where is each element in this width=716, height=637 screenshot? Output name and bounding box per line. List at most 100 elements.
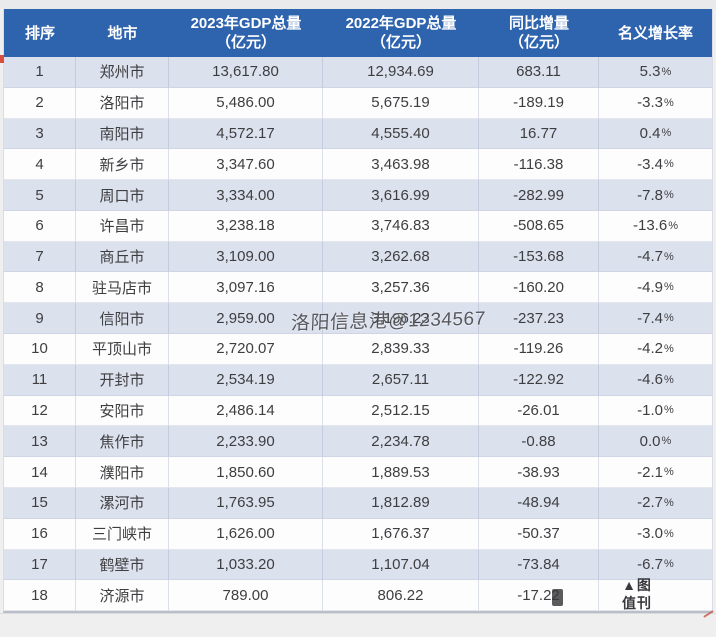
corner-watermark-stamp: ▲图 值刊 <box>622 576 652 612</box>
gdp-2022-cell: 5,675.19 <box>323 87 479 119</box>
rank-cell: 2 <box>4 87 76 119</box>
rank-cell: 3 <box>4 118 76 150</box>
rank-cell: 1 <box>4 57 76 88</box>
growth-rate-cell: 0.0% <box>599 426 712 458</box>
table-row: 6 许昌市 3,238.18 3,746.83 -508.65 -13.6% <box>4 210 712 242</box>
gdp-2022-cell: 1,889.53 <box>323 457 479 488</box>
rank-cell: 5 <box>4 180 76 211</box>
gdp-2022-cell: 3,257.36 <box>323 272 479 304</box>
header-gdp-2023: 2023年GDP总量 （亿元） <box>169 9 323 57</box>
growth-rate-cell <box>599 580 712 612</box>
top-margin-strip <box>0 0 716 9</box>
header-city: 地市 <box>76 9 169 57</box>
table-row: 17 鹤壁市 1,033.20 1,107.04 -73.84 -6.7% <box>4 549 712 581</box>
gdp-2022-cell: 1,812.89 <box>323 487 479 519</box>
yoy-delta-cell: -160.20 <box>479 272 599 304</box>
header-city-label: 地市 <box>107 24 138 42</box>
table-row: 9 信阳市 2,959.00 3,196.23 -237.23 -7.4% <box>4 303 712 335</box>
rank-cell: 9 <box>4 303 76 335</box>
site-watermark: 洛阳信息港@1234567 <box>290 308 487 335</box>
table-row: 12 安阳市 2,486.14 2,512.15 -26.01 -1.0% <box>4 395 712 427</box>
yoy-delta-cell: -508.65 <box>479 210 599 242</box>
city-cell: 许昌市 <box>76 210 169 242</box>
header-yoy-delta: 同比增量 （亿元） <box>479 9 599 57</box>
city-cell: 平顶山市 <box>76 334 169 365</box>
gdp-2023-cell: 1,850.60 <box>169 457 323 488</box>
yoy-delta-cell: -189.19 <box>479 87 599 119</box>
table-row: 5 周口市 3,334.00 3,616.99 -282.99 -7.8% <box>4 180 712 211</box>
growth-rate-cell: 5.3% <box>599 57 712 88</box>
table-row: 2 洛阳市 5,486.00 5,675.19 -189.19 -3.3% <box>4 87 712 119</box>
rank-cell: 6 <box>4 210 76 242</box>
rank-cell: 14 <box>4 457 76 488</box>
gdp-2022-cell: 2,657.11 <box>323 364 479 396</box>
gdp-2023-cell: 3,334.00 <box>169 180 323 211</box>
rank-cell: 18 <box>4 580 76 612</box>
header-gdp-2022: 2022年GDP总量 （亿元） <box>323 9 479 57</box>
gdp-2022-cell: 2,234.78 <box>323 426 479 458</box>
rank-cell: 17 <box>4 549 76 581</box>
gdp-2022-cell: 806.22 <box>323 580 479 612</box>
growth-rate-cell: -3.3% <box>599 88 712 119</box>
table-row: 16 三门峡市 1,626.00 1,676.37 -50.37 -3.0% <box>4 518 712 550</box>
gdp-2022-cell: 4,555.40 <box>323 118 479 150</box>
city-cell: 洛阳市 <box>76 87 169 119</box>
city-cell: 新乡市 <box>76 149 169 181</box>
table-row: 13 焦作市 2,233.90 2,234.78 -0.88 0.0% <box>4 426 712 458</box>
yoy-delta-cell: -153.68 <box>479 241 599 273</box>
gdp-2023-cell: 4,572.17 <box>169 118 323 150</box>
gdp-2023-cell: 1,626.00 <box>169 518 323 550</box>
growth-rate-cell: -4.2% <box>599 334 712 365</box>
gdp-2023-cell: 2,486.14 <box>169 395 323 427</box>
city-cell: 郑州市 <box>76 57 169 88</box>
yoy-delta-cell: 16.77 <box>479 118 599 150</box>
gdp-2023-cell: 3,097.16 <box>169 272 323 304</box>
city-cell: 信阳市 <box>76 303 169 335</box>
gdp-2023-cell: 789.00 <box>169 580 323 612</box>
gdp-2022-cell: 3,746.83 <box>323 210 479 242</box>
growth-rate-cell: -3.0% <box>599 519 712 550</box>
table-row: 4 新乡市 3,347.60 3,463.98 -116.38 -3.4% <box>4 149 712 181</box>
table-row: 10 平顶山市 2,720.07 2,839.33 -119.26 -4.2% <box>4 334 712 365</box>
yoy-delta-cell: -17.22 <box>479 580 599 612</box>
rank-cell: 11 <box>4 364 76 396</box>
growth-rate-cell: -7.4% <box>599 303 712 335</box>
growth-rate-cell: -2.1% <box>599 457 712 488</box>
growth-rate-cell: -1.0% <box>599 396 712 427</box>
gdp-2023-cell: 2,720.07 <box>169 334 323 365</box>
yoy-delta-cell: -237.23 <box>479 303 599 335</box>
yoy-delta-cell: -122.92 <box>479 364 599 396</box>
growth-rate-cell: -4.9% <box>599 272 712 304</box>
city-cell: 驻马店市 <box>76 272 169 304</box>
gdp-2023-cell: 5,486.00 <box>169 87 323 119</box>
gdp-2022-cell: 3,262.68 <box>323 241 479 273</box>
gdp-2023-cell: 13,617.80 <box>169 57 323 88</box>
table-row: 7 商丘市 3,109.00 3,262.68 -153.68 -4.7% <box>4 241 712 273</box>
city-cell: 开封市 <box>76 364 169 396</box>
yoy-delta-cell: -38.93 <box>479 457 599 488</box>
table-row: 3 南阳市 4,572.17 4,555.40 16.77 0.4% <box>4 118 712 150</box>
table-row: 14 濮阳市 1,850.60 1,889.53 -38.93 -2.1% <box>4 457 712 488</box>
table-row: 11 开封市 2,534.19 2,657.11 -122.92 -4.6% <box>4 364 712 396</box>
header-gdp-2023-unit: （亿元） <box>215 34 276 51</box>
gdp-2023-cell: 2,534.19 <box>169 364 323 396</box>
growth-rate-cell: -4.6% <box>599 365 712 396</box>
rank-cell: 10 <box>4 334 76 365</box>
city-cell: 南阳市 <box>76 118 169 150</box>
city-cell: 安阳市 <box>76 395 169 427</box>
header-yoy-delta-unit: （亿元） <box>508 34 569 51</box>
city-cell: 濮阳市 <box>76 457 169 488</box>
yoy-delta-cell: -119.26 <box>479 334 599 365</box>
header-nominal-growth: 名义增长率 <box>599 9 712 57</box>
table-row: 8 驻马店市 3,097.16 3,257.36 -160.20 -4.9% <box>4 272 712 304</box>
yoy-delta-cell: -26.01 <box>479 395 599 427</box>
header-gdp-2022-unit: （亿元） <box>370 34 431 51</box>
yoy-delta-cell: -116.38 <box>479 149 599 181</box>
rank-cell: 8 <box>4 272 76 304</box>
gdp-2022-cell: 3,616.99 <box>323 180 479 211</box>
rank-cell: 15 <box>4 487 76 519</box>
yoy-delta-cell: -50.37 <box>479 518 599 550</box>
rank-cell: 16 <box>4 518 76 550</box>
gdp-2023-cell: 1,033.20 <box>169 549 323 581</box>
header-gdp-2022-label: 2022年GDP总量 <box>345 15 457 32</box>
